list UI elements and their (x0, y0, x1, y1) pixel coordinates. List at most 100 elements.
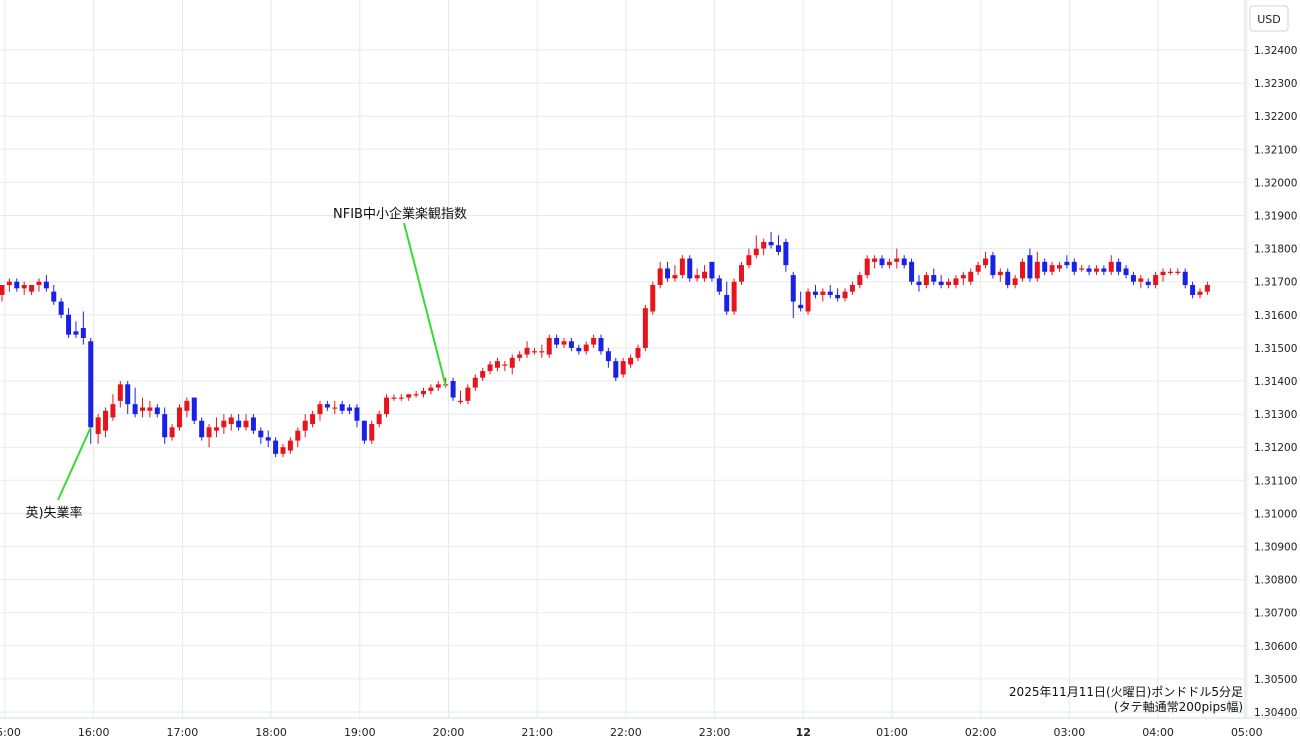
candle-body (228, 417, 234, 425)
candle-body (672, 275, 678, 279)
candle-body (324, 404, 330, 408)
candlestick (761, 238, 767, 256)
candlestick (1071, 258, 1077, 276)
candlestick (1175, 268, 1181, 276)
candle-body (798, 304, 804, 309)
candle-body (983, 258, 989, 266)
candle-body (724, 294, 730, 312)
candle-body (421, 390, 427, 395)
candlestick (702, 265, 708, 282)
candlestick (568, 337, 574, 352)
caption-line-1: 2025年11月11日(火曜日)ポンドドル5分足 (1009, 685, 1243, 699)
currency-badge[interactable] (1249, 5, 1289, 32)
candle-body (849, 285, 855, 292)
candle-body (517, 354, 523, 358)
candle-body (909, 261, 915, 282)
candlestick (80, 311, 86, 345)
candlestick (561, 337, 567, 348)
candlestick (384, 394, 390, 418)
candlestick (687, 255, 693, 282)
candle-body (1197, 291, 1203, 295)
candlestick (879, 255, 885, 269)
candle-body (332, 407, 338, 409)
candle-body (213, 427, 219, 431)
candle-body (1042, 261, 1048, 272)
candlestick (36, 278, 42, 292)
candlestick (1049, 261, 1055, 276)
candle-body (657, 268, 663, 286)
candlestick (665, 261, 671, 282)
candlestick (635, 344, 641, 362)
candlestick (531, 347, 537, 355)
candlestick (421, 387, 427, 398)
candlestick (798, 291, 804, 312)
candlestick (1005, 268, 1011, 289)
y-tick-label: 1.31000 (1254, 508, 1297, 520)
candle-body (1160, 271, 1166, 276)
candle-body (406, 394, 412, 398)
y-tick-label: 1.30800 (1254, 575, 1297, 587)
candlestick (250, 414, 256, 434)
candle-body (95, 417, 101, 434)
candle-body (857, 275, 863, 286)
candlestick (820, 288, 826, 302)
candlestick (1130, 271, 1136, 286)
y-tick-label: 1.32300 (1254, 78, 1297, 90)
nfib-annotation-line (403, 222, 447, 386)
candle-body (1101, 268, 1107, 272)
candlestick (1020, 258, 1026, 282)
candlestick (243, 414, 249, 431)
candle-body (472, 377, 478, 388)
candle-body (709, 261, 715, 279)
candlestick (1116, 258, 1122, 276)
y-tick-label: 1.31100 (1254, 475, 1297, 487)
candle-body (502, 364, 508, 366)
candle-body (931, 275, 937, 282)
candle-body (6, 281, 12, 286)
candle-body (125, 384, 131, 405)
candle-body (221, 420, 227, 428)
candlestick (0, 285, 5, 302)
candle-body (820, 291, 826, 295)
candle-body (879, 258, 885, 266)
candle-body (628, 357, 634, 365)
candle-body (1027, 255, 1033, 279)
candle-body (280, 447, 286, 454)
candlestick (983, 251, 989, 269)
candlestick (465, 384, 471, 405)
time-axis-ticks: 15:00 16:00 17:00 18:00 19:00 20:00 21:00 22:00… (0, 726, 1263, 739)
candlestick (709, 261, 715, 282)
candle-body (1071, 261, 1077, 272)
candlestick (391, 394, 397, 401)
candle-body (665, 268, 671, 279)
candlestick (332, 400, 338, 415)
candlestick (894, 248, 900, 269)
candlestick (43, 275, 49, 292)
candle-body (1138, 278, 1144, 282)
candle-body (1130, 275, 1136, 282)
candle-body (295, 430, 301, 441)
candlestick (110, 394, 116, 421)
annotation-layer: NFIB中小企業楽観指数 英)失業率 (25, 206, 467, 521)
candle-body (457, 400, 463, 403)
candlestick (494, 357, 500, 372)
candlestick (213, 417, 219, 438)
candlestick (58, 298, 64, 319)
candlestick (140, 397, 146, 418)
candle-body (1034, 261, 1040, 279)
candlestick (1108, 255, 1114, 276)
candle-body (354, 407, 360, 421)
candle-body (391, 397, 397, 399)
candlestick (1056, 261, 1062, 272)
candle-layer (0, 232, 1210, 458)
candle-body (1093, 268, 1099, 272)
candle-body (539, 351, 545, 353)
candlestick (199, 417, 205, 441)
candle-body (103, 410, 109, 431)
candle-body (1056, 265, 1062, 269)
candlestick (731, 278, 737, 315)
candlestick (406, 394, 412, 401)
candle-body (58, 301, 64, 315)
candlestick (1138, 275, 1144, 289)
